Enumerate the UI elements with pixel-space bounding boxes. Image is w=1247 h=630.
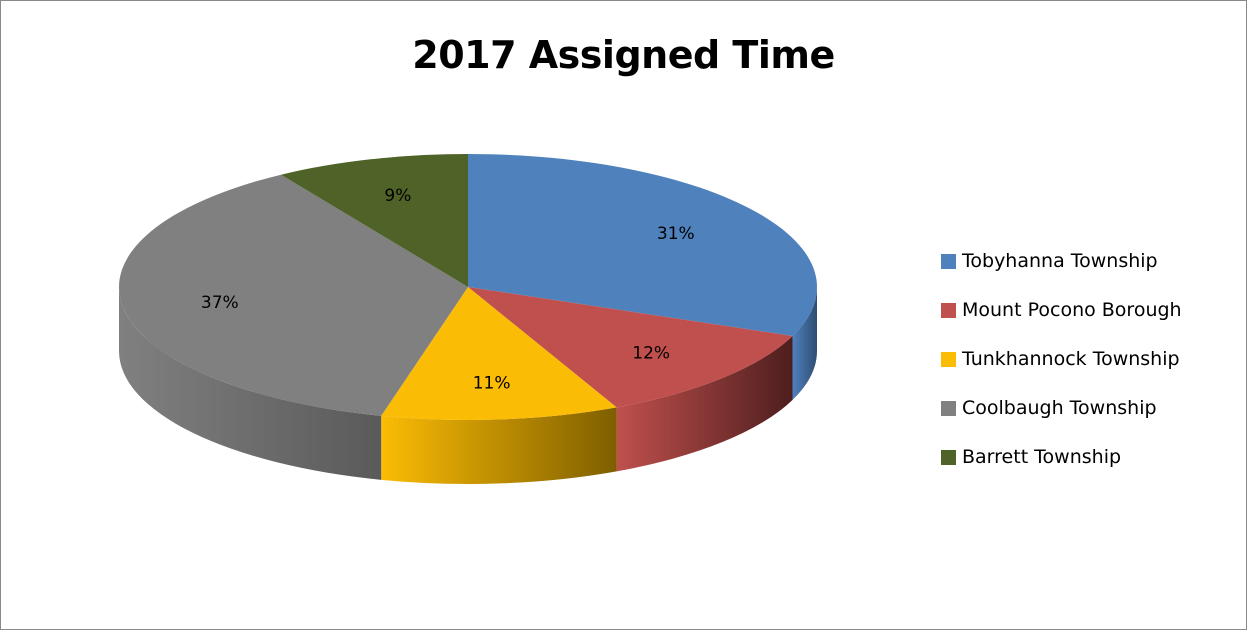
legend-item-coolbaugh-township: Coolbaugh Township	[941, 394, 1182, 443]
pie-slice-tunkhannock-township	[381, 287, 617, 420]
chart-legend: Tobyhanna Township Mount Pocono Borough Tu…	[941, 247, 1182, 492]
legend-item-mount-pocono-borough: Mount Pocono Borough	[941, 296, 1182, 345]
legend-item-tunkhannock-township: Tunkhannock Township	[941, 345, 1182, 394]
data-label-mount-pocono-borough: 12%	[632, 344, 670, 364]
legend-swatch	[941, 303, 956, 318]
legend-label: Tunkhannock Township	[962, 348, 1180, 370]
legend-item-tobyhanna-township: Tobyhanna Township	[941, 247, 1182, 296]
legend-label: Coolbaugh Township	[962, 397, 1157, 419]
legend-swatch	[941, 401, 956, 416]
data-label-tobyhanna-township: 31%	[657, 224, 695, 244]
legend-label: Mount Pocono Borough	[962, 299, 1182, 321]
data-label-tunkhannock-township: 11%	[473, 373, 511, 393]
pie-sides	[119, 287, 817, 484]
pie-slice-barrett-township	[280, 154, 468, 287]
chart-title: 2017 Assigned Time	[412, 33, 835, 77]
pie-side-mount-pocono-borough	[616, 335, 793, 472]
legend-swatch	[941, 352, 956, 367]
pie-side-coolbaugh-township	[119, 287, 382, 480]
pie-data-labels: 31% 12% 11% 37% 9%	[201, 186, 695, 393]
legend-label: Barrett Township	[962, 446, 1122, 468]
pie-slice-tobyhanna-township	[468, 154, 817, 336]
legend-label: Tobyhanna Township	[962, 250, 1158, 272]
pie-slice-coolbaugh-township	[119, 174, 469, 416]
pie-side-tobyhanna-township	[792, 287, 817, 400]
data-label-barrett-township: 9%	[384, 186, 411, 206]
pie-slice-mount-pocono-borough	[468, 287, 793, 408]
data-label-coolbaugh-township: 37%	[201, 293, 239, 313]
pie-slices	[119, 154, 817, 420]
legend-item-barrett-township: Barrett Township	[941, 443, 1182, 492]
legend-swatch	[941, 254, 956, 269]
pie-side-tunkhannock-township	[381, 407, 617, 484]
legend-swatch	[941, 450, 956, 465]
